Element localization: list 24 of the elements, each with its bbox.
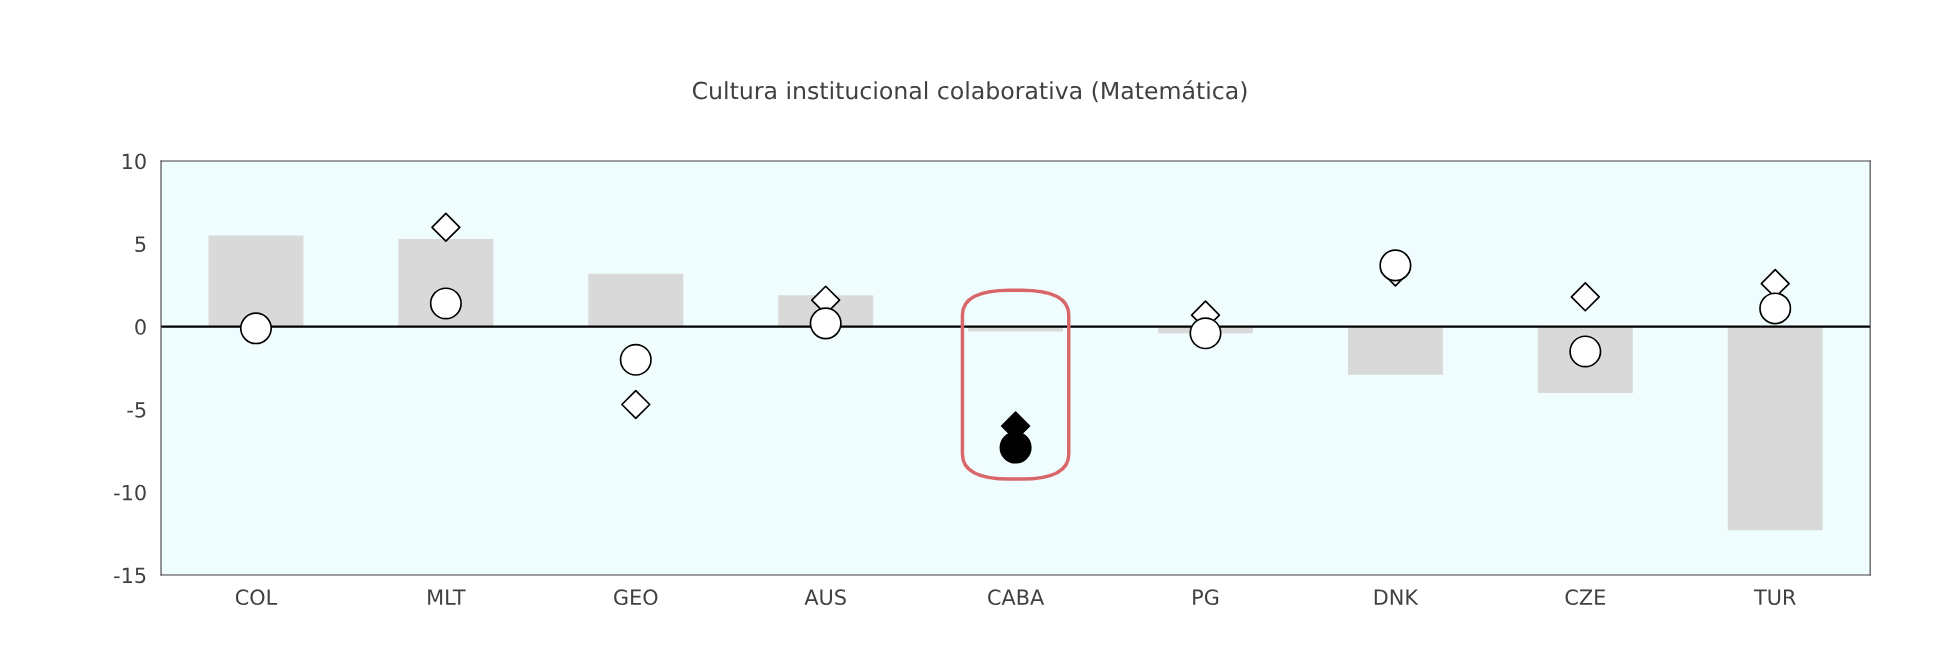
point bbox=[1570, 282, 1601, 312]
y-tick-label: 5 bbox=[135, 236, 146, 253]
x-tick-label: TUR bbox=[1753, 589, 1796, 606]
x-tick-label: DNK bbox=[1374, 589, 1419, 605]
y-tick-label: 0 bbox=[135, 319, 146, 335]
x-tick-label: AUS bbox=[804, 589, 846, 606]
bar bbox=[208, 235, 304, 327]
bar bbox=[1727, 326, 1823, 531]
y-tick-label: -10 bbox=[114, 484, 146, 501]
x-tick-label: GEO bbox=[614, 589, 658, 606]
bar bbox=[398, 238, 494, 327]
x-tick-label: MLT bbox=[428, 589, 466, 605]
x-tick-label: PG bbox=[1193, 589, 1219, 606]
bar bbox=[1347, 326, 1443, 375]
bar bbox=[588, 273, 684, 327]
y-tick-label: -5 bbox=[127, 402, 146, 418]
x-tick-label: CABA bbox=[988, 589, 1045, 606]
x-tick-label: CZE bbox=[1565, 589, 1605, 606]
x-tick-label: COL bbox=[235, 589, 278, 606]
point bbox=[621, 389, 651, 420]
chart-title: Cultura institucional colaborativa (Matemática) bbox=[692, 80, 1247, 103]
y-tick-label: 10 bbox=[122, 153, 146, 170]
y-tick-label: -15 bbox=[114, 567, 146, 584]
point bbox=[431, 212, 461, 243]
